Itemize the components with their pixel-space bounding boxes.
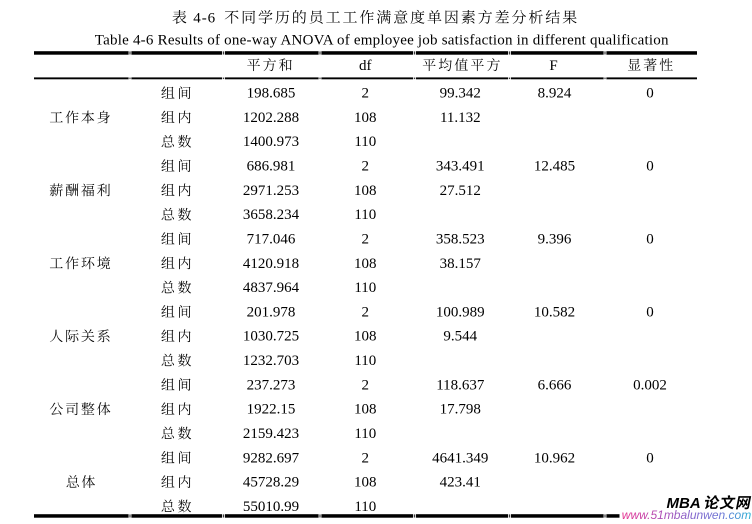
svg-text:38.157: 38.157	[440, 256, 482, 272]
svg-text:3658.234: 3658.234	[243, 207, 300, 223]
svg-text:45728.29: 45728.29	[243, 475, 299, 491]
svg-text:108: 108	[354, 183, 377, 199]
svg-text:4641.349: 4641.349	[432, 450, 488, 466]
svg-text:6.666: 6.666	[538, 377, 572, 393]
svg-text:10.582: 10.582	[534, 304, 575, 320]
svg-text:0.002: 0.002	[633, 377, 667, 393]
svg-text:1030.725: 1030.725	[243, 329, 299, 345]
svg-text:118.637: 118.637	[436, 377, 485, 393]
svg-text:2: 2	[362, 159, 370, 175]
svg-text:0: 0	[646, 231, 654, 247]
svg-text:MBA: MBA	[667, 495, 701, 512]
svg-text:2971.253: 2971.253	[243, 183, 299, 199]
svg-text:17.798: 17.798	[440, 402, 481, 418]
svg-text:11.132: 11.132	[440, 110, 481, 126]
svg-text:www.51mbalunwen.com: www.51mbalunwen.com	[622, 508, 751, 522]
svg-text:1922.15: 1922.15	[247, 402, 296, 418]
svg-text:198.685: 198.685	[247, 86, 296, 102]
svg-text:110: 110	[354, 426, 376, 442]
svg-text:0: 0	[646, 304, 654, 320]
svg-text:2159.423: 2159.423	[243, 426, 299, 442]
svg-text:4-6: 4-6	[193, 11, 216, 27]
svg-text:108: 108	[354, 256, 377, 272]
svg-text:1232.703: 1232.703	[243, 353, 299, 369]
svg-text:Table 4-6 Results of one-way A: Table 4-6 Results of one-way ANOVA of em…	[95, 32, 669, 48]
svg-text:2: 2	[362, 86, 370, 102]
svg-text:F: F	[549, 58, 557, 74]
svg-text:9.544: 9.544	[443, 329, 477, 345]
svg-text:110: 110	[354, 207, 376, 223]
svg-text:2: 2	[362, 231, 370, 247]
svg-text:423.41: 423.41	[440, 475, 481, 491]
svg-text:110: 110	[354, 280, 376, 296]
svg-text:9282.697: 9282.697	[243, 450, 300, 466]
svg-text:100.989: 100.989	[436, 304, 485, 320]
svg-text:4837.964: 4837.964	[243, 280, 300, 296]
svg-text:8.924: 8.924	[538, 86, 572, 102]
svg-text:55010.99: 55010.99	[243, 499, 299, 515]
svg-text:0: 0	[646, 159, 654, 175]
svg-text:27.512: 27.512	[440, 183, 481, 199]
svg-text:358.523: 358.523	[436, 231, 485, 247]
svg-text:110: 110	[354, 499, 376, 515]
svg-text:201.978: 201.978	[247, 304, 296, 320]
svg-text:686.981: 686.981	[247, 159, 296, 175]
svg-text:108: 108	[354, 475, 377, 491]
svg-text:10.962: 10.962	[534, 450, 575, 466]
svg-text:1400.973: 1400.973	[243, 134, 299, 150]
svg-text:237.273: 237.273	[247, 377, 296, 393]
svg-text:110: 110	[354, 353, 376, 369]
svg-text:99.342: 99.342	[440, 86, 481, 102]
svg-text:4120.918: 4120.918	[243, 256, 299, 272]
svg-text:9.396: 9.396	[538, 231, 572, 247]
svg-text:df: df	[359, 58, 372, 74]
svg-text:108: 108	[354, 329, 377, 345]
svg-text:108: 108	[354, 110, 377, 126]
svg-text:343.491: 343.491	[436, 159, 485, 175]
svg-text:108: 108	[354, 402, 377, 418]
svg-text:2: 2	[362, 377, 370, 393]
svg-text:1202.288: 1202.288	[243, 110, 299, 126]
svg-text:2: 2	[362, 304, 370, 320]
svg-text:110: 110	[354, 134, 376, 150]
svg-text:717.046: 717.046	[247, 231, 296, 247]
svg-text:0: 0	[646, 86, 654, 102]
svg-text:2: 2	[362, 450, 370, 466]
svg-text:12.485: 12.485	[534, 159, 575, 175]
svg-text:0: 0	[646, 450, 654, 466]
